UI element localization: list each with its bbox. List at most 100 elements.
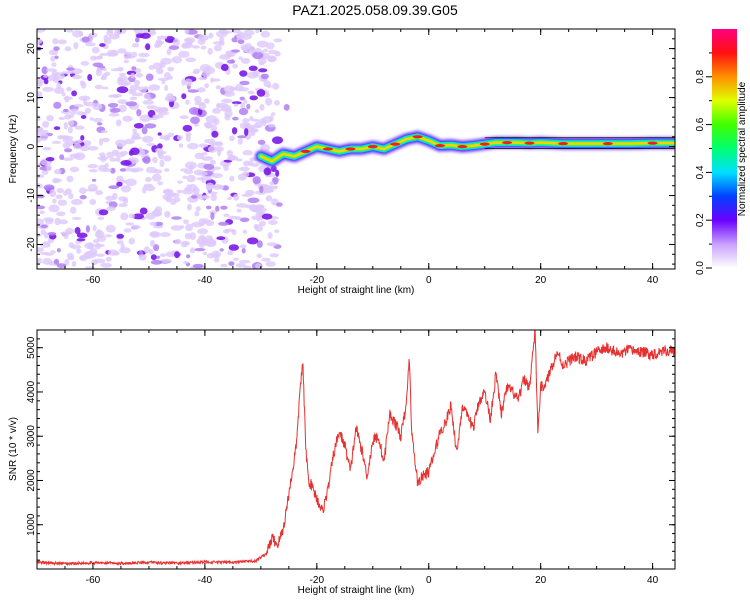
noise-blob [194, 101, 206, 106]
noise-blob [202, 251, 208, 256]
noise-blob [232, 257, 240, 261]
noise-blob [151, 211, 162, 217]
noise-blob [73, 42, 79, 50]
noise-blob [255, 224, 263, 232]
noise-blob [100, 68, 108, 71]
noise-blob [198, 76, 208, 81]
noise-blob [122, 115, 133, 122]
noise-blob [43, 217, 55, 222]
noise-blob [98, 138, 103, 146]
noise-blob [76, 248, 82, 254]
noise-blob [256, 240, 263, 248]
noise-blob [106, 29, 114, 33]
noise-blob [241, 247, 246, 254]
noise-blob [174, 238, 182, 245]
noise-blob [104, 234, 112, 238]
noise-blob [50, 250, 56, 254]
noise-blob [263, 48, 269, 53]
noise-blob [223, 85, 236, 93]
noise-blob [212, 107, 221, 114]
noise-blob [138, 86, 147, 94]
spectrogram-ylabel: Frequency (Hz) [8, 115, 19, 184]
noise-blob [252, 176, 261, 185]
x-tick-label: -60 [86, 275, 101, 286]
noise-blob [92, 224, 97, 232]
noise-blob [57, 39, 67, 45]
noise-blob [167, 132, 175, 138]
noise-blob [37, 260, 43, 265]
ridge-peak [345, 147, 356, 151]
ridge-peak [602, 142, 613, 146]
noise-blob [66, 138, 74, 147]
noise-blob [64, 258, 70, 266]
noise-blob [215, 141, 223, 145]
noise-blob [184, 233, 192, 240]
noise-blob [272, 82, 280, 90]
noise-blob [261, 213, 273, 220]
noise-blob [239, 259, 251, 264]
snr-panel: -60 -40 -20 0 20 40 1000 2000 3000 4000 5000 Heigh… [8, 329, 676, 596]
noise-blob [180, 241, 188, 248]
noise-blob [64, 46, 72, 52]
noise-blob [125, 101, 138, 107]
noise-blob [84, 101, 96, 107]
noise-blob [109, 157, 118, 162]
noise-blob [110, 68, 122, 72]
noise-blob [71, 90, 77, 97]
noise-blob [257, 139, 266, 145]
noise-blob [153, 169, 163, 174]
noise-blob [157, 132, 162, 136]
noise-blob [220, 205, 228, 210]
noise-blob [84, 107, 92, 114]
noise-blob [39, 210, 45, 215]
noise-blob [70, 108, 79, 112]
noise-blob [142, 156, 151, 164]
noise-blob [37, 205, 46, 210]
noise-blob [37, 247, 45, 253]
noise-blob [191, 195, 198, 199]
noise-blob [89, 117, 95, 121]
noise-blob [89, 198, 97, 206]
noise-blob [130, 136, 142, 140]
noise-blob [219, 54, 231, 60]
noise-blob [72, 217, 82, 220]
noise-blob [230, 49, 240, 53]
noise-blob [163, 168, 170, 172]
ridge-peak [300, 149, 311, 153]
noise-blob [207, 47, 213, 55]
x-tick-label: 20 [535, 575, 547, 586]
noise-blob [153, 244, 160, 252]
noise-blob [228, 244, 239, 251]
noise-blob [237, 137, 243, 145]
ridge-peak [502, 141, 513, 145]
noise-blob [184, 78, 193, 86]
noise-blob [130, 89, 137, 94]
noise-blob [142, 135, 154, 143]
noise-blob [235, 32, 246, 39]
noise-blob [93, 118, 103, 123]
noise-blob [236, 158, 243, 162]
noise-blob [26, 163, 36, 170]
noise-blob [207, 145, 217, 153]
noise-blob [213, 166, 221, 170]
noise-blob [133, 123, 144, 129]
colorbar-gradient [712, 29, 737, 268]
noise-blob [185, 223, 194, 232]
noise-blob [152, 173, 162, 182]
noise-blob [209, 159, 216, 165]
noise-blob [233, 103, 239, 107]
noise-blob [73, 143, 82, 150]
noise-blob [271, 136, 284, 144]
noise-blob [223, 213, 230, 218]
noise-blob [106, 206, 116, 212]
noise-blob [116, 181, 123, 187]
noise-blob [204, 83, 209, 89]
noise-blob [125, 178, 137, 187]
noise-blob [242, 150, 253, 156]
noise-blob [117, 99, 128, 105]
noise-blob [52, 198, 57, 204]
noise-blob [129, 84, 141, 91]
noise-blob [76, 238, 86, 242]
noise-blob [210, 212, 215, 220]
